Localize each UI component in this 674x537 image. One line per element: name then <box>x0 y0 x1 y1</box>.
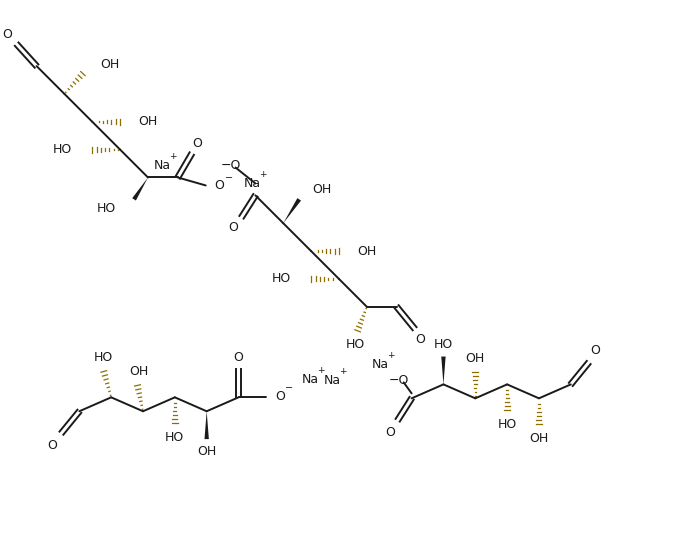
Text: Na: Na <box>302 373 319 386</box>
Text: OH: OH <box>100 57 119 70</box>
Text: O: O <box>48 439 57 452</box>
Text: +: + <box>340 367 347 376</box>
Polygon shape <box>441 357 446 384</box>
Text: O: O <box>214 179 224 192</box>
Text: O: O <box>275 390 285 403</box>
Text: HO: HO <box>272 272 291 286</box>
Polygon shape <box>204 411 209 439</box>
Polygon shape <box>283 198 301 223</box>
Text: OH: OH <box>357 244 376 258</box>
Text: O: O <box>192 137 202 150</box>
Text: HO: HO <box>345 338 365 351</box>
Text: O: O <box>590 344 601 357</box>
Text: O: O <box>228 221 239 234</box>
Text: +: + <box>169 152 177 161</box>
Text: Na: Na <box>324 374 341 387</box>
Text: Na: Na <box>372 358 389 371</box>
Text: OH: OH <box>312 183 332 196</box>
Text: HO: HO <box>53 143 72 156</box>
Text: −O: −O <box>389 374 409 387</box>
Text: +: + <box>387 351 395 360</box>
Text: +: + <box>259 170 266 179</box>
Text: OH: OH <box>138 115 157 128</box>
Text: −O: −O <box>220 159 241 172</box>
Polygon shape <box>132 177 148 200</box>
Text: HO: HO <box>165 431 185 444</box>
Text: Na: Na <box>154 159 171 172</box>
Text: OH: OH <box>529 432 549 445</box>
Text: O: O <box>385 426 395 439</box>
Text: OH: OH <box>466 352 485 365</box>
Text: O: O <box>2 28 11 41</box>
Text: −: − <box>285 383 293 394</box>
Text: HO: HO <box>434 338 453 351</box>
Text: O: O <box>416 333 425 346</box>
Text: O: O <box>234 351 243 364</box>
Text: +: + <box>317 366 325 375</box>
Text: Na: Na <box>243 177 261 190</box>
Text: HO: HO <box>497 418 517 431</box>
Text: OH: OH <box>129 365 149 378</box>
Text: −: − <box>224 173 233 184</box>
Text: OH: OH <box>197 445 216 458</box>
Text: HO: HO <box>97 202 116 215</box>
Text: HO: HO <box>94 351 113 364</box>
